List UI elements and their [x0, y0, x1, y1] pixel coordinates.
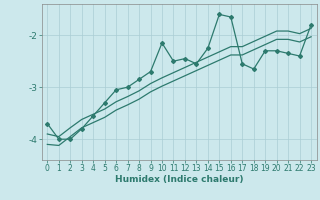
X-axis label: Humidex (Indice chaleur): Humidex (Indice chaleur): [115, 175, 244, 184]
